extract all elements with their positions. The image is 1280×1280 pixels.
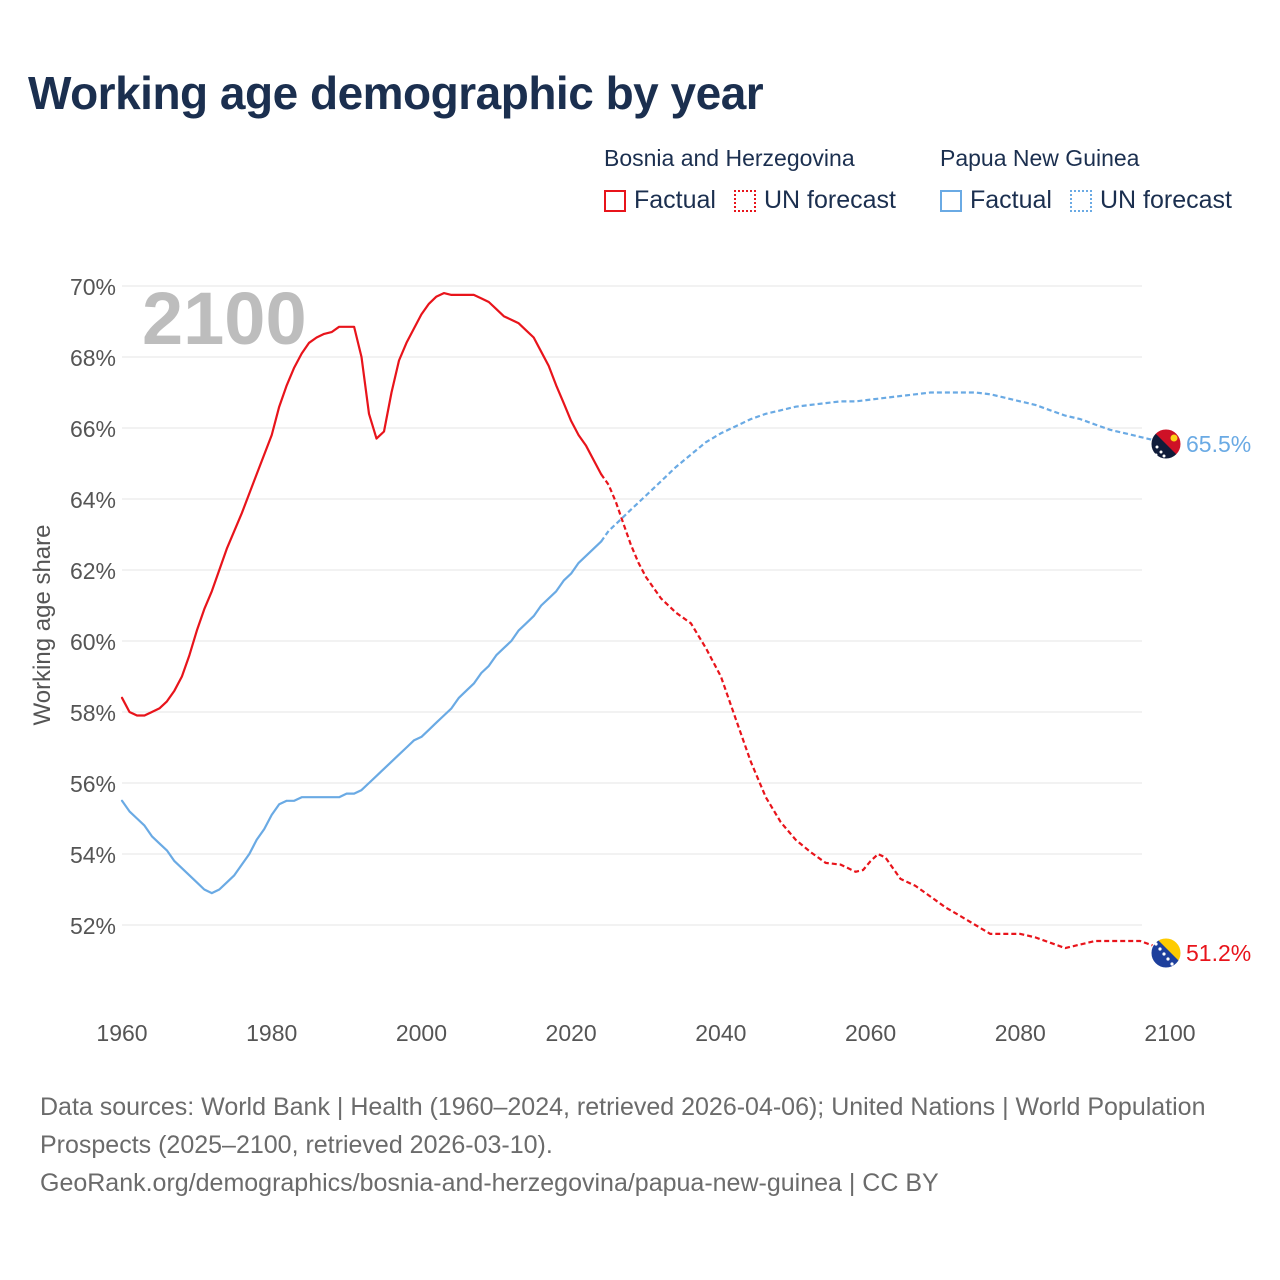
y-tick-label: 64%	[70, 487, 116, 513]
series-layer	[120, 292, 1171, 955]
x-tick-label: 1960	[96, 1020, 147, 1046]
y-tick-label: 70%	[70, 274, 116, 300]
end-value-label-papua-new-guinea: 65.5%	[1186, 431, 1251, 457]
legend-label: Factual	[634, 186, 716, 214]
y-tick-label: 56%	[70, 771, 116, 797]
legend-swatch-solid	[940, 189, 962, 212]
legend-swatch-dotted	[733, 189, 756, 212]
legend-png-factual[interactable]: Factual	[940, 186, 1052, 215]
y-axis-label: Working age share	[29, 525, 56, 726]
legend-swatch-dotted	[1069, 189, 1092, 212]
y-tick-label: 62%	[70, 558, 116, 584]
papua-new-guinea-flag-icon	[1150, 428, 1182, 460]
x-tick-label: 1980	[246, 1020, 297, 1046]
end-value-label-bosnia: 51.2%	[1186, 940, 1251, 966]
legend-label: UN forecast	[763, 186, 896, 214]
source-line-data: Data sources: World Bank | Health (1960–…	[40, 1093, 1206, 1159]
y-tick-label: 60%	[70, 629, 116, 655]
x-tick-label: 2100	[1144, 1020, 1195, 1046]
legend-bosnia-forecast[interactable]: UN forecast	[733, 186, 896, 215]
legend-group-bosnia: Bosnia and Herzegovina Factual UN foreca…	[604, 145, 914, 215]
x-tick-label: 2000	[396, 1020, 447, 1046]
series-line-bosnia-and-herzegovina-factual	[120, 292, 603, 717]
y-tick-label: 52%	[70, 913, 116, 939]
y-tick-label: 66%	[70, 416, 116, 442]
y-tick-label: 68%	[70, 345, 116, 371]
x-tick-label: 2060	[845, 1020, 896, 1046]
chart-title: Working age demographic by year	[28, 67, 764, 119]
x-tick-label: 2080	[995, 1020, 1046, 1046]
source-line-url[interactable]: GeoRank.org/demographics/bosnia-and-herz…	[40, 1169, 939, 1197]
source-note: Data sources: World Bank | Health (1960–…	[40, 1088, 1220, 1202]
series-line-papua-new-guinea-factual	[120, 540, 603, 895]
legend-group-papua-new-guinea: Papua New Guinea Factual UN forecast	[940, 145, 1232, 215]
gridlines	[122, 285, 1142, 926]
legend-bosnia-factual[interactable]: Factual	[604, 186, 716, 215]
legend-label: UN forecast	[1099, 186, 1232, 214]
legend-country-papua-new-guinea: Papua New Guinea	[940, 145, 1140, 171]
legend-country-bosnia: Bosnia and Herzegovina	[604, 145, 855, 171]
legend-swatch-solid	[604, 189, 626, 212]
series-line-papua-new-guinea-forecast	[600, 391, 1171, 543]
x-tick-label: 2040	[695, 1020, 746, 1046]
line-chart: 52% 54% 56% 58% 60% 62% 64% 66% 68% 70% 1960 1980 2…	[29, 274, 1251, 1046]
year-watermark: 2100	[142, 277, 307, 360]
x-axis-ticks: 1960 1980 2000 2020 2040 2060 2080 2100	[96, 1020, 1195, 1046]
legend-png-forecast[interactable]: UN forecast	[1069, 186, 1232, 215]
y-tick-label: 58%	[70, 700, 116, 726]
series-line-bosnia-and-herzegovina-forecast	[600, 473, 1171, 955]
x-tick-label: 2020	[546, 1020, 597, 1046]
legend-label: Factual	[970, 186, 1052, 214]
y-tick-label: 54%	[70, 842, 116, 868]
y-axis-ticks: 52% 54% 56% 58% 60% 62% 64% 66% 68% 70%	[70, 274, 116, 939]
bosnia-flag-icon	[1150, 937, 1182, 969]
